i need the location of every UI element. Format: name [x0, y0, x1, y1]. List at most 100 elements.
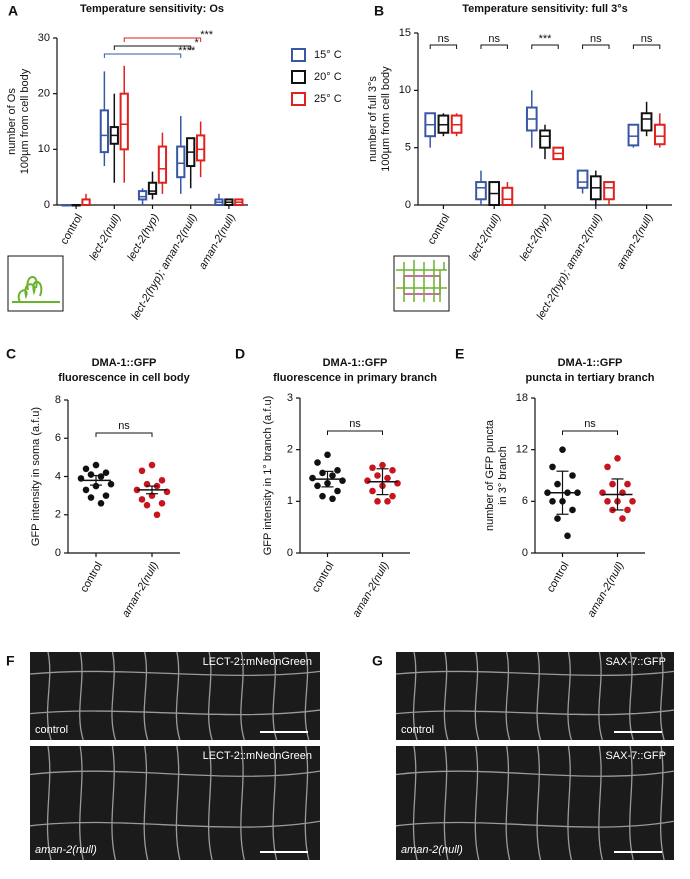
- panel-letter: D: [235, 346, 245, 362]
- data-point: [107, 480, 115, 488]
- legend-label: 15° C: [314, 49, 342, 61]
- significance-bracket: [123, 37, 202, 42]
- schematic-dendrite: [12, 276, 60, 303]
- data-point: [319, 469, 326, 477]
- data-point: [379, 461, 386, 469]
- box: [99, 109, 109, 154]
- panel-letter: G: [372, 653, 383, 669]
- micrograph: [396, 652, 674, 740]
- data-point: [389, 492, 396, 500]
- y-tick-label: 0: [55, 547, 61, 559]
- y-axis-label: 100µm from cell body: [19, 68, 31, 174]
- data-point: [384, 498, 391, 505]
- schematic-dendrite: [396, 260, 447, 302]
- data-point: [143, 501, 151, 509]
- box: [176, 145, 186, 179]
- chart-title: DMA-1::GFP: [92, 357, 157, 369]
- y-axis-label: GFP intensity in soma (a.f.u): [30, 407, 42, 546]
- data-point: [82, 465, 90, 473]
- data-point: [559, 446, 566, 453]
- data-point: [389, 467, 396, 474]
- data-point: [92, 461, 100, 469]
- legend-swatch: [291, 70, 306, 84]
- chart-title: Temperature sensitivity: Os: [80, 3, 224, 15]
- data-point: [87, 494, 95, 501]
- data-point: [148, 461, 156, 469]
- data-point: [374, 498, 381, 505]
- box: [627, 123, 640, 147]
- y-tick-label: 2: [55, 509, 61, 521]
- data-point: [334, 467, 341, 474]
- image-caption: LECT-2::mNeonGreen: [203, 656, 312, 668]
- data-point: [158, 477, 166, 484]
- data-point: [153, 511, 161, 519]
- data-point: [624, 506, 631, 514]
- data-point: [87, 471, 95, 478]
- image-caption: LECT-2::mNeonGreen: [203, 750, 312, 762]
- image-caption: SAX-7::GFP: [605, 750, 666, 762]
- y-tick-label: 20: [38, 88, 50, 100]
- significance-bracket: [562, 430, 618, 435]
- data-point: [324, 451, 331, 459]
- data-point: [102, 469, 110, 476]
- data-point: [369, 464, 376, 472]
- significance-bracket: [113, 45, 192, 50]
- y-axis-label: in 3° branch: [497, 446, 509, 505]
- significance-label: ns: [488, 33, 500, 45]
- image-condition: aman-2(null): [35, 844, 97, 856]
- y-tick-label: 0: [287, 547, 293, 559]
- significance-label: *: [195, 37, 200, 49]
- schematic-3s: [393, 255, 450, 312]
- y-axis-label: 100µm from cell body: [380, 66, 392, 172]
- box: [653, 123, 666, 146]
- data-point: [92, 482, 100, 490]
- chart-title: DMA-1::GFP: [558, 357, 623, 369]
- data-point: [549, 498, 556, 505]
- y-tick-label: 5: [405, 142, 411, 154]
- significance-label: ns: [438, 33, 450, 45]
- data-point: [97, 499, 105, 507]
- y-tick-label: 8: [55, 394, 61, 406]
- y-tick-label: 3: [287, 392, 293, 404]
- data-point: [554, 480, 561, 488]
- y-tick-label: 6: [522, 495, 528, 507]
- box: [196, 134, 206, 162]
- box: [147, 181, 158, 195]
- y-tick-label: 1: [287, 495, 293, 507]
- significance-bracket: [632, 44, 661, 49]
- chart-title: fluorescence in cell body: [58, 372, 190, 384]
- data-point: [334, 487, 341, 495]
- significance-bracket: [480, 44, 508, 49]
- y-tick-label: 4: [55, 470, 61, 482]
- data-point: [329, 472, 336, 479]
- box: [640, 112, 653, 132]
- significance-bracket: [531, 44, 559, 49]
- significance-label: ****: [178, 45, 196, 57]
- data-point: [339, 477, 346, 484]
- data-point: [394, 479, 401, 487]
- y-axis-label: number of Os: [6, 88, 18, 155]
- significance-bracket: [429, 44, 458, 49]
- y-axis-label: number of GFP puncta: [484, 419, 496, 531]
- y-tick-label: 30: [38, 32, 50, 44]
- data-point: [369, 487, 376, 495]
- data-point: [604, 498, 611, 505]
- box: [539, 129, 551, 149]
- box: [157, 145, 168, 184]
- chart-title: puncta in tertiary branch: [526, 372, 655, 384]
- legend-swatch: [291, 92, 306, 106]
- y-tick-label: 6: [55, 432, 61, 444]
- legend-label: 20° C: [314, 71, 342, 83]
- data-point: [384, 474, 391, 482]
- chart-title: Temperature sensitivity: full 3°s: [462, 3, 628, 15]
- image-condition: aman-2(null): [401, 844, 463, 856]
- significance-label: ns: [349, 418, 361, 430]
- y-tick-label: 12: [516, 444, 528, 456]
- y-tick-label: 0: [44, 199, 50, 211]
- data-point: [629, 498, 636, 505]
- y-tick-label: 18: [516, 392, 528, 404]
- significance-label: ns: [641, 33, 653, 45]
- data-point: [374, 472, 381, 479]
- data-point: [614, 454, 621, 462]
